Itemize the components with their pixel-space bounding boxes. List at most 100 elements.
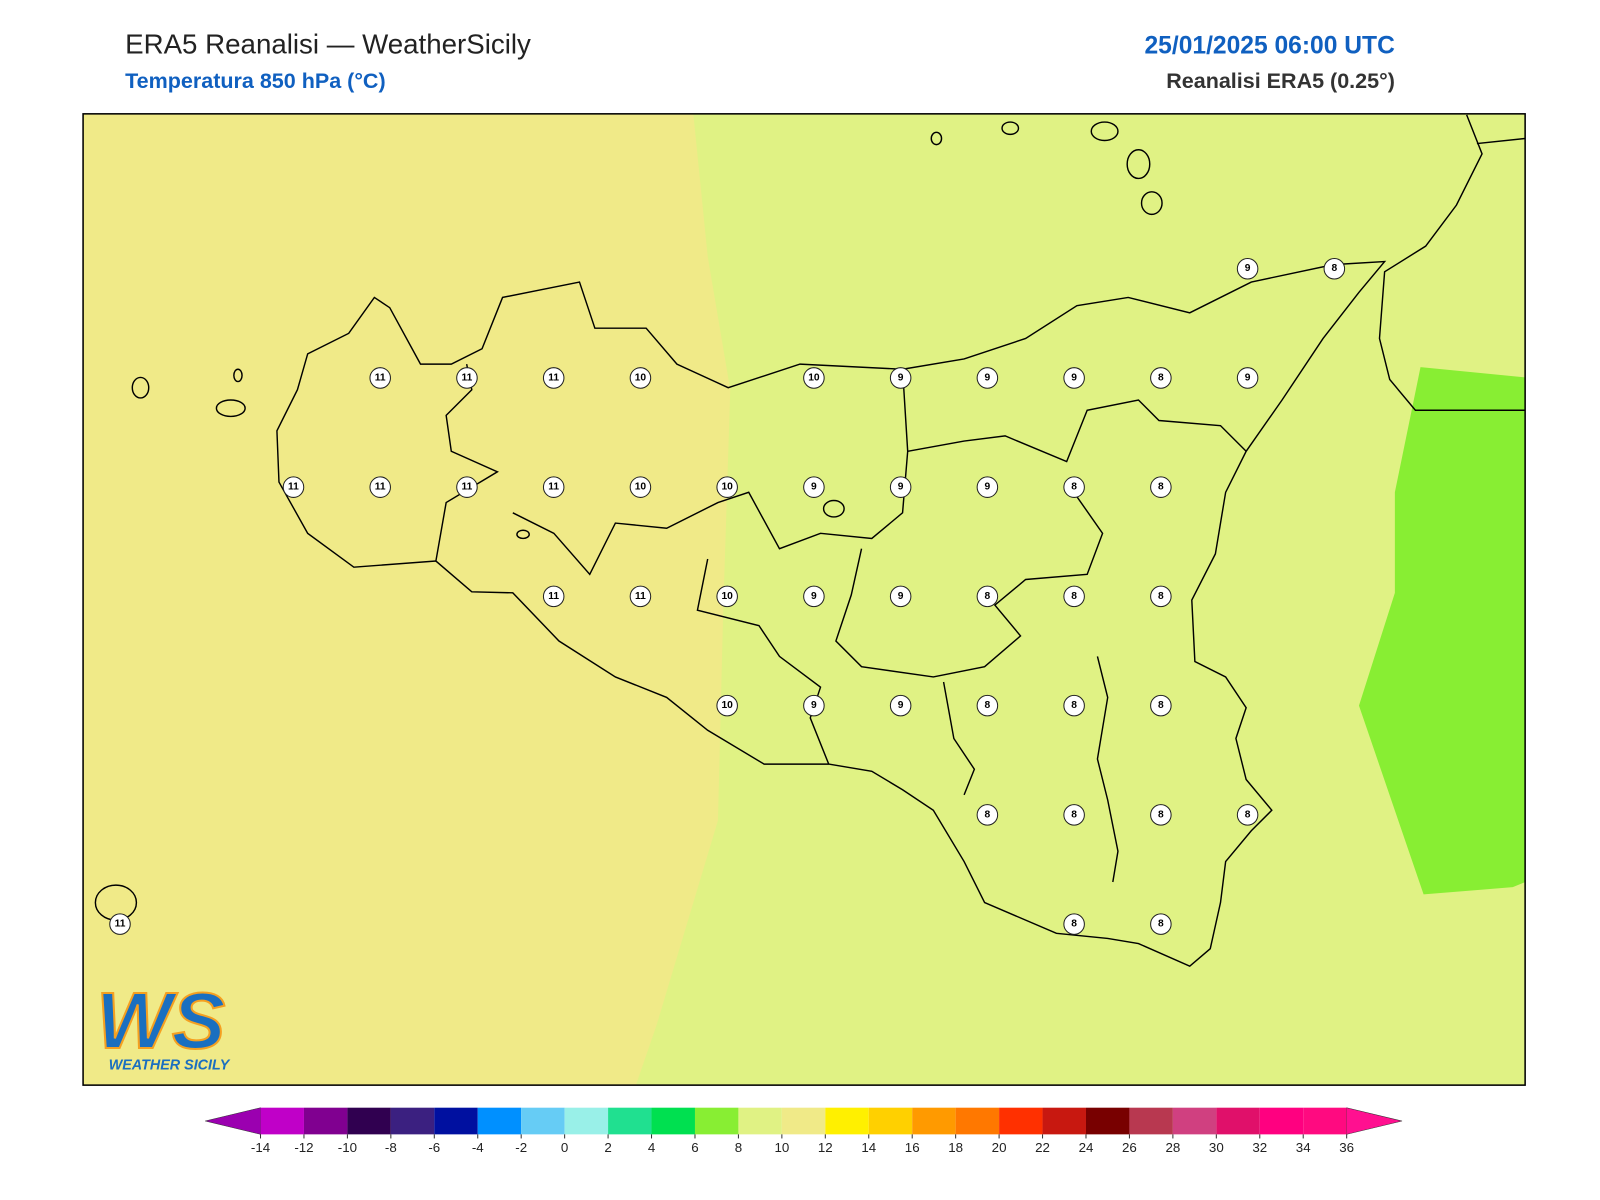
station-marker <box>976 804 999 826</box>
station-value: 8 <box>985 591 991 602</box>
colorbar-swatch <box>477 1107 522 1135</box>
station-marker <box>1150 804 1172 826</box>
station-value: 11 <box>462 372 473 383</box>
colorbar-swatch <box>868 1107 913 1135</box>
station-marker <box>716 694 738 717</box>
field-10-12 <box>83 113 731 1086</box>
colorbar-tick-label: 24 <box>1079 1140 1094 1155</box>
colorbar-over <box>1346 1107 1403 1135</box>
station-marker <box>889 694 912 717</box>
station-value: 11 <box>375 482 386 493</box>
colorbar-tick-label: 2 <box>604 1140 611 1155</box>
station-marker <box>716 476 738 498</box>
colorbar-swatch <box>434 1107 478 1135</box>
station-value: 8 <box>1331 263 1337 274</box>
colorbar-tick-label: 22 <box>1035 1140 1050 1155</box>
station-marker <box>1236 367 1259 389</box>
station-value: 9 <box>985 372 991 383</box>
station-value: 9 <box>1245 372 1251 383</box>
station-value: 9 <box>1245 263 1251 274</box>
station-value: 9 <box>898 700 904 711</box>
station-value: 8 <box>1158 591 1164 602</box>
station-value: 8 <box>1071 591 1077 602</box>
colorbar-tick-label: -12 <box>294 1140 313 1155</box>
datetime: 25/01/2025 06:00 UTC <box>1144 32 1395 59</box>
colorbar-swatch <box>1172 1107 1217 1135</box>
station-value: 11 <box>115 919 126 930</box>
colorbar-under <box>205 1107 261 1135</box>
station-value: 11 <box>635 591 646 602</box>
colorbar-tick-label: 32 <box>1252 1140 1267 1155</box>
station-value: 8 <box>1071 482 1077 493</box>
station-value: 9 <box>898 482 904 493</box>
colorbar-swatch <box>781 1107 826 1135</box>
station-marker <box>456 367 478 389</box>
station-value: 10 <box>635 372 647 383</box>
station-marker <box>1323 257 1346 280</box>
station-value: 8 <box>1245 809 1251 820</box>
colorbar-swatch <box>1259 1107 1304 1135</box>
station-marker <box>1063 694 1085 717</box>
station-value: 11 <box>462 482 473 493</box>
station-value: 9 <box>898 372 904 383</box>
colorbar-tick-label: -14 <box>251 1140 271 1155</box>
station-marker <box>1150 585 1172 608</box>
station-marker <box>542 585 565 608</box>
colorbar-swatch <box>955 1107 1000 1135</box>
colorbar-swatch <box>825 1107 869 1135</box>
colorbar-tick-label: 16 <box>905 1140 920 1155</box>
station-marker <box>803 367 825 389</box>
station-value: 9 <box>811 482 817 493</box>
station-value: 8 <box>1158 700 1164 711</box>
sicily-coast <box>276 260 1387 967</box>
station-marker <box>803 694 825 717</box>
colorbar-swatch <box>738 1107 782 1135</box>
station-marker <box>1150 476 1172 498</box>
station-value: 10 <box>635 482 647 493</box>
title: ERA5 Reanalisi — WeatherSicily <box>125 28 531 59</box>
station-value: 10 <box>808 372 820 383</box>
station-value: 11 <box>548 482 559 493</box>
colorbar-tick-label: 4 <box>648 1140 656 1155</box>
station-marker <box>1063 367 1085 389</box>
map <box>82 113 1526 1086</box>
station-marker <box>542 476 565 498</box>
subtitle: Temperatura 850 hPa (°C) <box>125 69 386 93</box>
colorbar-tick-label: 0 <box>561 1140 568 1155</box>
colorbar-tick-label: 36 <box>1339 1140 1354 1155</box>
station-marker <box>456 476 478 498</box>
station-value: 9 <box>1071 372 1077 383</box>
station-value: 11 <box>548 372 559 383</box>
station-marker <box>629 367 652 389</box>
station-value: 8 <box>1158 919 1164 930</box>
colorbar-tick-label: 14 <box>861 1140 876 1155</box>
colorbar-swatch <box>390 1107 435 1135</box>
colorbar-swatch <box>912 1107 956 1135</box>
colorbar-swatch <box>521 1107 565 1135</box>
colorbar-tick-label: 18 <box>948 1140 963 1155</box>
station-marker <box>1150 694 1172 717</box>
station-marker <box>889 476 912 498</box>
station-marker <box>282 476 305 498</box>
station-marker <box>542 367 565 389</box>
station-marker <box>803 585 825 608</box>
colorbar-tick-label: 6 <box>691 1140 698 1155</box>
station-value: 10 <box>721 482 733 493</box>
station-value: 9 <box>811 700 817 711</box>
station-marker <box>976 585 999 608</box>
colorbar-tick-label: 20 <box>992 1140 1007 1155</box>
station-value: 11 <box>548 591 559 602</box>
station-value: 8 <box>985 809 991 820</box>
station-marker <box>369 476 391 498</box>
station-marker <box>1063 476 1085 498</box>
station-value: 8 <box>1158 482 1164 493</box>
station-value: 8 <box>985 700 991 711</box>
colorbar-swatch <box>608 1107 652 1135</box>
station-marker <box>803 476 825 498</box>
colorbar-swatch <box>1303 1107 1347 1135</box>
colorbar-tick-label: 10 <box>774 1140 789 1155</box>
source: Reanalisi ERA5 (0.25°) <box>1166 69 1395 93</box>
station-value: 8 <box>1071 809 1077 820</box>
islands <box>94 121 1163 921</box>
